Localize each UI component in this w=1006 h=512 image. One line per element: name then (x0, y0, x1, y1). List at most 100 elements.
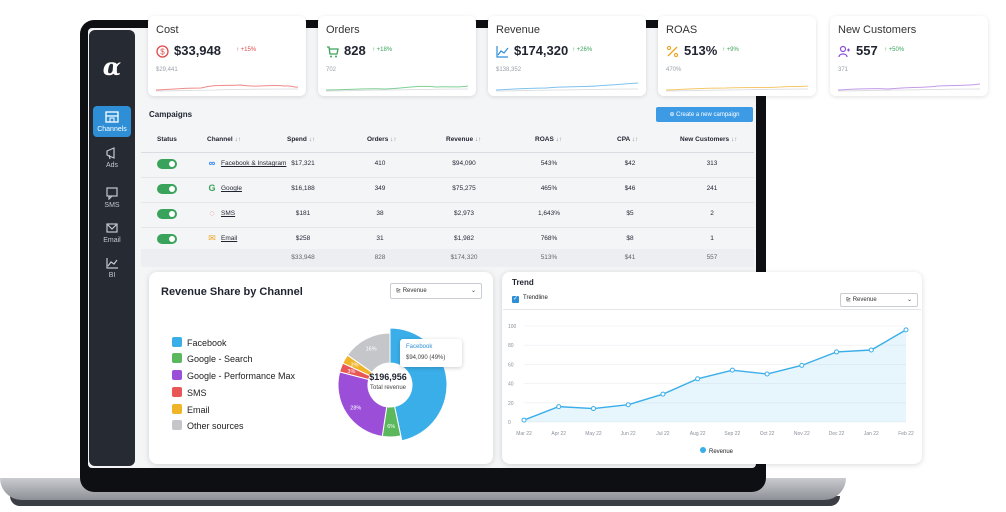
column-header-cpa[interactable]: CPA ↓↑ (617, 128, 638, 152)
kpi-sparkline (326, 85, 468, 92)
kpi-card-new-customers[interactable]: New Customers 557 ↑ +50% 371 (830, 16, 988, 96)
x-tick-label: Mar 22 (516, 431, 532, 437)
revenue-cell: $94,090 (452, 160, 476, 167)
legend-item-sms[interactable]: SMS (172, 387, 207, 398)
legend-swatch (172, 420, 182, 430)
sidebar-item-bi[interactable]: BI (93, 256, 131, 279)
kpi-value: $33,948 (174, 43, 221, 58)
sidebar-item-sms[interactable]: SMS (93, 186, 131, 209)
table-row[interactable]: ◌ SMS $181 38 $2,973 1,643% $5 2 (141, 202, 754, 228)
message-icon (106, 187, 118, 200)
column-header-spend[interactable]: Spend ↓↑ (287, 128, 315, 152)
column-header-label: Revenue (446, 136, 474, 143)
sort-icon: ↓↑ (631, 136, 639, 143)
column-header-channel[interactable]: Channel ↓↑ (207, 128, 241, 152)
trend-point[interactable] (695, 376, 701, 382)
chevron-down-icon: ⌄ (470, 288, 476, 294)
table-total-row: $33,948 828 $174,320 513% $41 557 (141, 249, 754, 267)
create-campaign-button[interactable]: ⊕ Create a new campaign (656, 107, 753, 122)
spend-cell: $17,321 (291, 160, 315, 167)
status-toggle[interactable] (157, 159, 177, 169)
x-tick-label: Feb 22 (898, 431, 914, 437)
trend-point[interactable] (868, 347, 874, 353)
legend-label: Google - Search (187, 354, 253, 364)
kpi-sparkline (666, 85, 808, 92)
channel-link[interactable]: Email (221, 235, 238, 242)
trendline-checkbox[interactable]: ✓ Trendline (512, 295, 548, 303)
donut-center-label: Total revenue (369, 385, 407, 391)
legend-item-email[interactable]: Email (172, 404, 210, 415)
legend-item-facebook[interactable]: Facebook (172, 337, 227, 348)
status-toggle[interactable] (157, 184, 177, 194)
sidebar-item-email[interactable]: Email (93, 221, 131, 244)
trend-point[interactable] (625, 402, 631, 408)
app-logo[interactable]: α (102, 52, 122, 81)
kpi-card-cost[interactable]: Cost $ $33,948 ↑ +15% $29,441 (148, 16, 306, 96)
kpi-title: New Customers (838, 24, 917, 36)
trend-point[interactable] (764, 371, 770, 377)
revenue-cell: $75,275 (452, 185, 476, 192)
trend-point[interactable] (834, 349, 840, 355)
legend-swatch (172, 370, 182, 380)
kpi-previous: 470% (666, 67, 682, 73)
chart-select-icon: ⊵ (396, 288, 402, 294)
trend-point[interactable] (729, 367, 735, 373)
legend-item-google-pmax[interactable]: Google - Performance Max (172, 370, 295, 381)
trend-metric-select[interactable]: ⊵ Revenue ⌄ (840, 293, 918, 307)
kpi-delta-value: +15% (240, 47, 257, 53)
trend-point[interactable] (903, 327, 909, 333)
legend-label: Email (187, 405, 210, 415)
kpi-sparkline (156, 84, 298, 92)
kpi-card-orders[interactable]: Orders 828 ↑ +18% 702 (318, 16, 476, 96)
trend-legend[interactable]: Revenue (700, 447, 733, 455)
kpi-previous: $138,352 (496, 67, 522, 73)
sort-icon: ↓↑ (390, 136, 397, 143)
sidebar (89, 30, 135, 466)
cart-icon (327, 46, 339, 58)
status-toggle[interactable] (157, 209, 177, 219)
chart-select-icon: ⊵ (846, 297, 852, 303)
trend-icon (496, 46, 509, 58)
kpi-card-revenue[interactable]: Revenue $174,320 ↑ +26% $138,352 (488, 16, 646, 96)
table-row[interactable]: ∞ Facebook & Instagram $17,321 410 $94,0… (141, 152, 754, 178)
column-header-new-customers[interactable]: New Customers ↓↑ (680, 128, 737, 152)
kpi-delta: ↑ +15% (236, 47, 257, 53)
kpi-card-roas[interactable]: ROAS 513% ↑ +9% 470% (658, 16, 816, 96)
donut-tooltip: Facebook $94,090 (49%) (400, 339, 462, 367)
trend-point[interactable] (660, 391, 666, 397)
roas-cell: 768% (540, 235, 558, 242)
campaigns-table: Status Channel ↓↑ Spend ↓↑ Orders ↓↑ Rev… (141, 128, 754, 268)
legend-item-other[interactable]: Other sources (172, 420, 244, 431)
trend-point[interactable] (521, 417, 527, 423)
sort-icon: ↓↑ (234, 136, 241, 143)
kpi-sparkline (496, 82, 638, 92)
column-header-roas[interactable]: ROAS ↓↑ (535, 128, 562, 152)
column-header-orders[interactable]: Orders ↓↑ (367, 128, 397, 152)
table-row[interactable]: G Google $16,188 349 $75,275 465% $46 24… (141, 177, 754, 203)
sidebar-item-label: BI (108, 272, 116, 279)
column-header-revenue[interactable]: Revenue ↓↑ (446, 128, 481, 152)
kpi-value: $174,320 (514, 43, 569, 58)
x-tick-label: May 22 (585, 431, 602, 437)
y-tick-label: 0 (508, 420, 511, 426)
trend-point[interactable] (590, 406, 596, 412)
revenue-share-metric-select[interactable]: ⊵ Revenue ⌄ (390, 283, 482, 299)
y-tick-label: 60 (508, 362, 514, 368)
kpi-delta: ↑ +18% (372, 47, 393, 53)
trend-point[interactable] (556, 404, 562, 410)
kpi-previous: 702 (326, 67, 337, 73)
trend-point[interactable] (799, 362, 805, 368)
channel-link[interactable]: Google (221, 185, 242, 192)
new-customers-cell: 241 (706, 185, 718, 192)
sidebar-item-ads[interactable]: Ads (93, 146, 131, 169)
legend-item-google-search[interactable]: Google - Search (172, 353, 253, 364)
kpi-previous: 371 (838, 67, 849, 73)
channel-link[interactable]: SMS (221, 210, 236, 217)
column-header-status[interactable]: Status (157, 136, 177, 143)
sidebar-item-channels[interactable]: Channels (93, 106, 131, 137)
select-value: Revenue (852, 297, 877, 303)
y-tick-label: 40 (508, 382, 514, 388)
donut-slice-label: 6% (387, 424, 395, 430)
status-toggle[interactable] (157, 234, 177, 244)
channel-link[interactable]: Facebook & Instagram (221, 160, 287, 167)
